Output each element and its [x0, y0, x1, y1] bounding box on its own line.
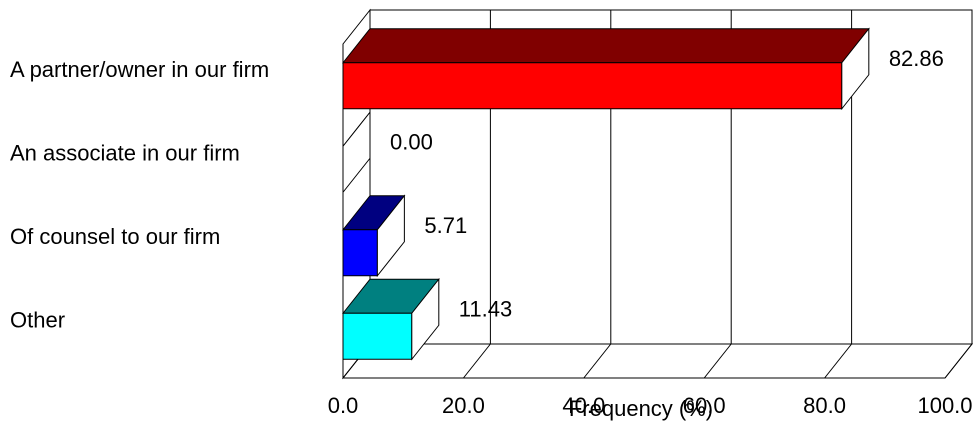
x-tick-label: 0.0	[328, 393, 359, 418]
floor-gridline	[944, 343, 973, 379]
category-label: Other	[10, 307, 65, 332]
bar-end	[376, 194, 405, 278]
x-tick-label: 20.0	[442, 393, 485, 418]
bars	[341, 27, 870, 361]
category-label: An associate in our firm	[10, 140, 240, 165]
category-labels: A partner/owner in our firm An associate …	[10, 57, 269, 333]
value-label: 0.00	[390, 129, 433, 154]
floor	[341, 343, 974, 379]
x-tick-label: 100.0	[917, 393, 972, 418]
value-label: 82.86	[889, 46, 944, 71]
floor-gridline	[703, 343, 732, 379]
value-label: 5.71	[424, 213, 467, 238]
x-tick-label: 60.0	[683, 393, 726, 418]
bar-top	[341, 28, 870, 64]
bar-end	[841, 27, 870, 111]
bar	[341, 194, 406, 278]
x-tick-labels: 0.0 20.0 40.0 60.0 80.0 100.0	[328, 393, 973, 418]
category-label: Of counsel to our firm	[10, 224, 220, 249]
x-tick-label: 40.0	[562, 393, 605, 418]
bar-end	[342, 110, 371, 194]
bar-front	[342, 62, 843, 110]
bar-front	[342, 312, 413, 360]
value-label: 11.43	[459, 296, 512, 321]
floor-gridline	[824, 343, 852, 379]
bar-front	[342, 229, 378, 277]
bar	[341, 277, 440, 361]
bar	[342, 110, 371, 194]
x-tick-label: 80.0	[803, 393, 846, 418]
category-label: A partner/owner in our firm	[10, 57, 269, 82]
x-axis-title: Frequency (%)	[569, 396, 713, 421]
value-labels: 82.86 0.00 5.71 11.43	[390, 46, 944, 322]
floor-gridline	[463, 343, 491, 379]
floor-gridline	[583, 343, 612, 379]
bar	[341, 27, 870, 111]
bar-end	[411, 277, 440, 361]
